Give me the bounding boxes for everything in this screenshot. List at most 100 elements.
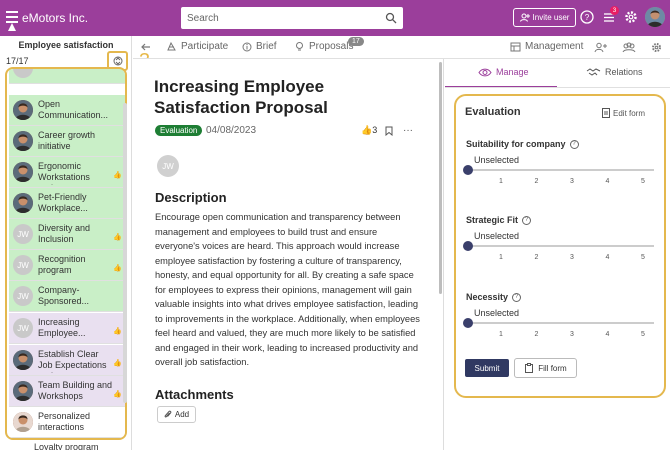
submit-button[interactable]: Submit [465, 359, 509, 377]
add-user-icon [519, 13, 530, 22]
proposal-list: PedestrianSense Open Communication... Care… [5, 67, 127, 440]
slider-handle[interactable] [463, 318, 473, 328]
list-item[interactable]: PedestrianSense [9, 67, 125, 84]
list-item-label: Pet-Friendly Workplace... [38, 192, 88, 213]
management-icon [510, 42, 521, 51]
like-count: 3 [372, 125, 378, 135]
list-item[interactable]: Team Building and Workshops 👍 [9, 376, 125, 407]
invite-user-button[interactable]: Invite user [513, 8, 576, 27]
list-item-label: Increasing Employee... [38, 317, 86, 338]
like-button[interactable]: 👍3 [361, 125, 377, 136]
list-item[interactable]: Open Communication... [9, 95, 125, 126]
tab-manage-label: Manage [496, 67, 529, 77]
bookmark-icon[interactable] [385, 126, 393, 136]
list-item[interactable]: Establish Clear Job Expectations and... 👍 [9, 345, 125, 376]
more-options-icon[interactable]: ··· [403, 125, 413, 136]
tab-brief[interactable]: Brief [242, 41, 277, 52]
list-item-label: PedestrianSense [38, 67, 114, 68]
manage-panel: Manage Relations Evaluation Edit form Su… [445, 59, 670, 450]
search-input[interactable] [187, 12, 385, 24]
edit-form-button[interactable]: Edit form [602, 108, 645, 118]
help-icon[interactable]: ? [522, 215, 532, 225]
criterion-name: Suitability for company [466, 139, 566, 149]
tab-manage[interactable]: Manage [478, 67, 529, 77]
handshake-icon [586, 68, 601, 76]
list-item-label: Career growth initiative [38, 130, 96, 151]
user-avatar[interactable] [645, 7, 665, 27]
search-icon[interactable] [385, 12, 397, 24]
criterion-name: Necessity [466, 292, 509, 302]
settings-icon[interactable] [651, 42, 662, 53]
group-icon[interactable] [622, 42, 636, 53]
evaluation-title: Evaluation [465, 106, 521, 118]
help-icon[interactable]: ? [579, 9, 595, 25]
scale-label: 5 [641, 254, 645, 261]
list-item[interactable]: JW Recognition program 👍 [9, 250, 125, 281]
menu-icon[interactable] [6, 11, 18, 23]
proposal-date: 04/08/2023 [206, 125, 257, 136]
tab-proposals-label: Proposals [309, 41, 354, 52]
status-badge: Evaluation [155, 125, 203, 136]
thumbs-up-icon: 👍 [113, 328, 122, 335]
scale-label: 5 [641, 331, 645, 338]
fill-form-button[interactable]: Fill form [514, 358, 577, 378]
criterion-value: Unselected [474, 231, 520, 241]
tab-proposals[interactable]: Proposals [294, 41, 353, 52]
help-icon[interactable]: ? [512, 292, 522, 302]
avatar [13, 162, 33, 182]
list-item-partial[interactable]: Loyalty program [6, 439, 121, 450]
list-item[interactable]: Personalized interactions [9, 407, 125, 438]
slider-handle[interactable] [463, 241, 473, 251]
rating-slider[interactable] [463, 318, 654, 328]
list-item[interactable]: Pet-Friendly Workplace... [9, 188, 125, 219]
scale-label: 4 [605, 254, 610, 261]
gear-icon[interactable] [623, 9, 639, 25]
list-scrollbar[interactable] [123, 103, 127, 403]
rating-slider[interactable] [463, 241, 654, 251]
list-item[interactable]: JW Company-Sponsored... [9, 281, 125, 312]
list-item[interactable]: Ergonomic Workstations and... 👍 [9, 157, 125, 188]
rating-slider[interactable] [463, 165, 654, 175]
list-item[interactable]: JW Diversity and Inclusion 👍 [9, 219, 125, 250]
top-bar: eMotors Inc. Invite user ? 3 [0, 0, 670, 36]
mouse-cursor-icon [8, 23, 16, 31]
fill-form-label: Fill form [538, 363, 567, 373]
evaluation-criterion: Necessity? Unselected 1 2 3 4 5 [463, 292, 661, 338]
challenge-title: Employee satisfaction [18, 40, 114, 50]
tab-participate[interactable]: Participate [166, 41, 228, 52]
slider-handle[interactable] [463, 165, 473, 175]
edit-form-label: Edit form [613, 108, 646, 118]
scale-label: 3 [570, 254, 574, 261]
search-box[interactable] [181, 7, 403, 29]
thumbs-up-icon: 👍 [113, 391, 122, 398]
list-item[interactable]: JW Increasing Employee... 👍 [9, 313, 125, 344]
tab-relations[interactable]: Relations [586, 67, 643, 77]
author-avatar: JW [157, 155, 179, 177]
add-person-icon[interactable] [594, 42, 607, 53]
svg-text:?: ? [585, 13, 590, 22]
proposal-count: 17/17 [6, 56, 29, 66]
scale-label: 3 [570, 178, 574, 185]
back-arrow-icon[interactable] [141, 42, 151, 52]
scale-label: 1 [499, 254, 503, 261]
help-icon[interactable]: ? [569, 139, 579, 149]
scale-label: 2 [534, 254, 539, 261]
avatar [13, 350, 33, 370]
avatar: JW [13, 318, 33, 338]
criterion-label: Suitability for company? [466, 139, 661, 149]
scale-label: 1 [499, 178, 503, 185]
tab-management-label: Management [525, 41, 584, 52]
proposal-list-panel: Employee satisfaction 17/17 PedestrianSe… [0, 36, 132, 450]
criterion-value: Unselected [474, 155, 520, 165]
list-item[interactable]: Career growth initiative [9, 126, 125, 157]
detail-scrollbar[interactable] [439, 62, 442, 294]
scale-label: 5 [641, 178, 645, 185]
description-text: Encourage open communication and transpa… [155, 212, 420, 367]
user-avatar-icon [645, 7, 665, 27]
scale-label: 4 [605, 331, 610, 338]
list-item-label: Open Communication... [38, 99, 109, 120]
sort-icon [113, 56, 122, 66]
add-attachment-button[interactable]: Add [157, 406, 196, 423]
tab-management[interactable]: Management [510, 41, 583, 52]
invite-user-label: Invite user [532, 13, 570, 22]
